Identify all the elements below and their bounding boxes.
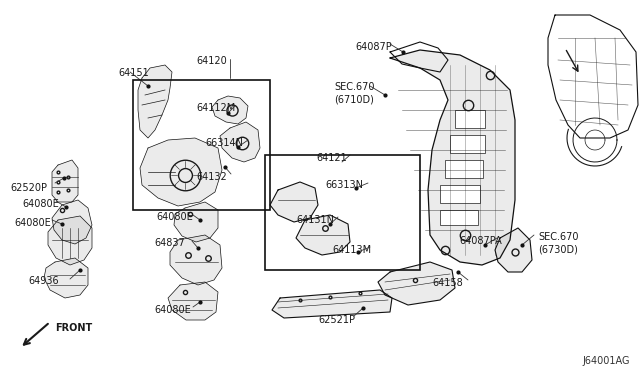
Text: 64087PA: 64087PA — [459, 236, 502, 246]
Text: SEC.670: SEC.670 — [334, 82, 374, 92]
Bar — [440, 210, 478, 225]
Text: 64158: 64158 — [432, 278, 463, 288]
Text: (6730D): (6730D) — [538, 244, 578, 254]
Text: 64132: 64132 — [196, 172, 227, 182]
Polygon shape — [168, 282, 218, 320]
Text: (6710D): (6710D) — [334, 94, 374, 104]
Text: 64936: 64936 — [28, 276, 59, 286]
Polygon shape — [212, 96, 248, 124]
Polygon shape — [272, 290, 392, 318]
Text: 66314N: 66314N — [205, 138, 243, 148]
Polygon shape — [170, 235, 222, 285]
Text: 64080E: 64080E — [156, 212, 193, 222]
Bar — [265, 155, 420, 270]
Polygon shape — [270, 182, 318, 222]
Polygon shape — [220, 122, 260, 162]
Polygon shape — [495, 228, 532, 272]
Text: 64837: 64837 — [154, 238, 185, 248]
Text: 64080E: 64080E — [154, 305, 191, 315]
Text: SEC.670: SEC.670 — [538, 232, 579, 242]
Polygon shape — [138, 65, 172, 138]
Text: 62521P: 62521P — [318, 315, 355, 325]
Bar — [440, 185, 480, 203]
Polygon shape — [140, 138, 222, 206]
Text: J64001AG: J64001AG — [582, 356, 630, 366]
Polygon shape — [390, 50, 515, 265]
Polygon shape — [296, 215, 350, 255]
Text: 64120: 64120 — [196, 56, 227, 66]
Text: 62520P: 62520P — [10, 183, 47, 193]
Polygon shape — [52, 200, 92, 244]
Bar — [133, 80, 270, 210]
Polygon shape — [174, 202, 218, 242]
Text: 64131N: 64131N — [296, 215, 334, 225]
Text: 64151: 64151 — [118, 68, 148, 78]
Polygon shape — [378, 262, 455, 305]
Text: 64112M: 64112M — [196, 103, 236, 113]
Text: 64087P: 64087P — [355, 42, 392, 52]
Text: 64113M: 64113M — [332, 245, 371, 255]
Text: 64080E: 64080E — [22, 199, 59, 209]
Text: 66313N: 66313N — [325, 180, 363, 190]
Polygon shape — [48, 216, 92, 265]
Bar — [445, 160, 483, 178]
Bar — [455, 110, 485, 128]
Bar — [450, 135, 485, 153]
Text: FRONT: FRONT — [55, 323, 92, 333]
Polygon shape — [44, 258, 88, 298]
Text: 64080E: 64080E — [14, 218, 51, 228]
Text: 64121: 64121 — [316, 153, 347, 163]
Polygon shape — [52, 160, 78, 202]
